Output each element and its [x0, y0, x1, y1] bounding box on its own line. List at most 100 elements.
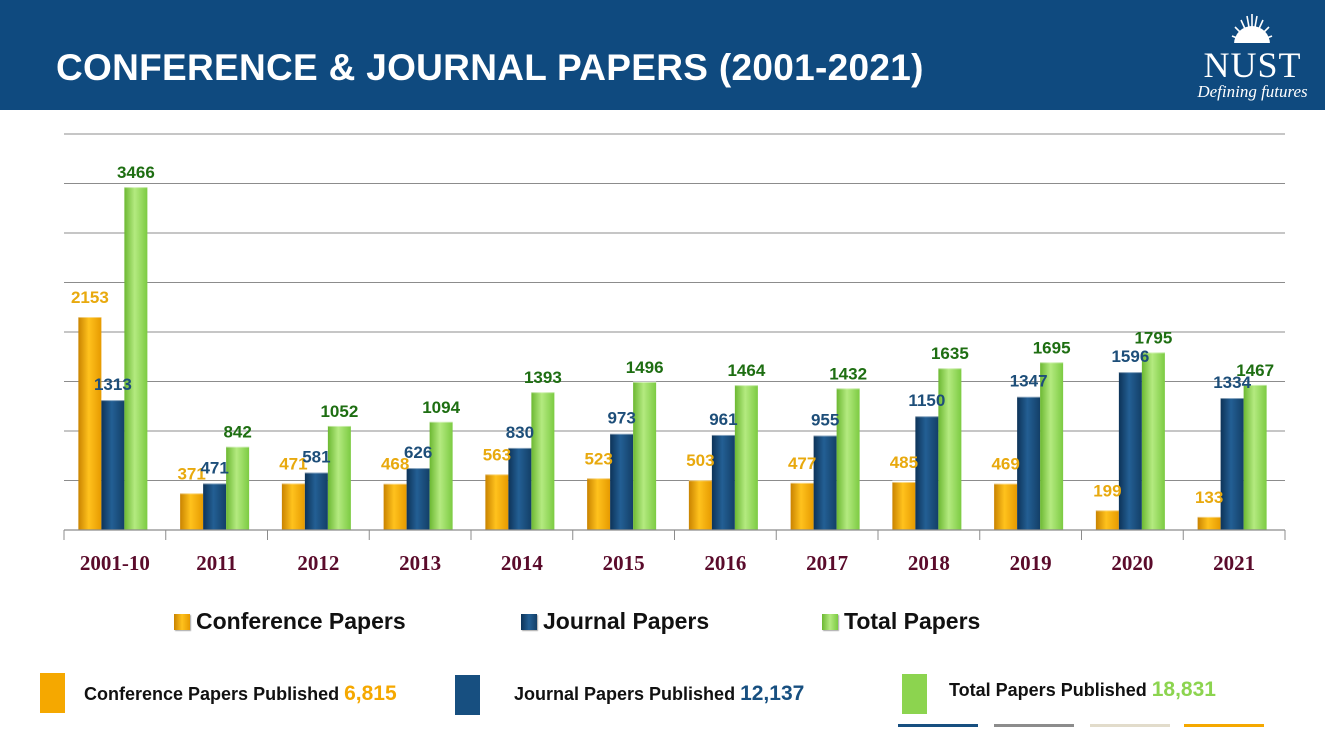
category-label: 2018: [908, 551, 950, 575]
data-label-conference: 468: [381, 455, 409, 474]
category-label: 2020: [1111, 551, 1153, 575]
data-label-journal: 581: [302, 448, 330, 467]
bar-cap-journal: [101, 398, 125, 402]
bar-conference: [485, 474, 509, 530]
category-label: 2019: [1010, 551, 1052, 575]
category-label: 2012: [297, 551, 339, 575]
sunburst-logo-icon: [1230, 14, 1274, 45]
papers-bar-chart: 2153131334663714718424715811052468626109…: [63, 133, 1286, 575]
bar-conference: [892, 482, 916, 530]
data-label-journal: 955: [811, 411, 839, 430]
category-label: 2001-10: [80, 551, 150, 575]
bar-total: [429, 421, 453, 530]
category-labels: 2001-10 2011 2012 2013 2014 2015 2016 2017 2018 2…: [80, 551, 1255, 575]
bar-journal: [711, 434, 735, 530]
summary-swatch-total: [902, 674, 927, 714]
bar-total: [1141, 352, 1165, 530]
legend-item-total: Total Papers: [822, 608, 980, 635]
summary-total-value: 18,831: [1151, 678, 1216, 701]
data-label-conference: 371: [177, 464, 205, 483]
summary-swatch-journal: [455, 675, 480, 715]
summary-journal-label: Journal Papers Published: [514, 684, 736, 704]
legend-label-total: Total Papers: [844, 608, 981, 634]
data-label-conference: 563: [483, 445, 511, 464]
data-label-journal: 1596: [1111, 347, 1149, 366]
bar-conference: [180, 493, 204, 530]
bar-conference: [1095, 510, 1119, 530]
category-label: 2016: [704, 551, 746, 575]
summary-bar: Conference Papers Published 6,815 Journa…: [0, 668, 1325, 738]
bar-journal: [304, 472, 328, 530]
bar-cap-conference: [688, 478, 712, 482]
summary-conference-value: 6,815: [344, 682, 397, 705]
legend-label-conference: Conference Papers: [196, 608, 406, 634]
bar-cap-conference: [892, 480, 916, 484]
bar-journal: [203, 483, 227, 530]
bar-conference: [78, 317, 102, 530]
bar-cap-total: [327, 423, 351, 427]
data-label-total: 1432: [829, 364, 867, 383]
data-label-journal: 1150: [908, 391, 945, 410]
bar-conference: [688, 480, 712, 530]
bar-cap-journal: [508, 445, 532, 449]
bar-total: [226, 446, 250, 530]
bar-journal: [610, 433, 634, 530]
bar-journal: [915, 416, 939, 530]
category-label: 2017: [806, 551, 848, 575]
data-label-journal: 961: [709, 410, 737, 429]
bar-cap-total: [938, 366, 962, 370]
bar-cap-total: [734, 383, 758, 387]
bar-cap-journal: [1017, 394, 1041, 398]
data-label-journal: 973: [607, 409, 635, 428]
bar-total: [734, 385, 758, 530]
bar-total: [327, 425, 351, 530]
data-label-total: 1496: [626, 358, 664, 377]
bar-cap-conference: [485, 472, 509, 476]
bar-total: [1243, 384, 1267, 530]
data-label-conference: 485: [890, 453, 918, 472]
summary-conference: Conference Papers Published 6,815: [84, 682, 397, 706]
data-label-conference: 523: [584, 449, 612, 468]
bar-cap-conference: [78, 315, 102, 318]
bar-cap-total: [1040, 360, 1064, 364]
bar-journal: [1220, 398, 1244, 530]
bar-total: [1040, 362, 1064, 530]
bar-cap-journal: [1220, 396, 1244, 400]
legend-swatch-total: [822, 613, 838, 630]
decorative-line-beige: [1090, 724, 1170, 727]
data-label-journal: 471: [200, 458, 228, 477]
category-label: 2014: [501, 551, 544, 575]
bar-cap-conference: [994, 481, 1018, 485]
data-label-conference: 2153: [71, 288, 109, 307]
bar-cap-conference: [790, 480, 814, 484]
bar-conference: [383, 483, 407, 530]
bar-cap-conference: [587, 476, 611, 480]
bar-cap-total: [1141, 350, 1165, 354]
summary-total: Total Papers Published 18,831: [949, 678, 1216, 702]
bar-cap-journal: [915, 414, 939, 418]
category-label: 2015: [603, 551, 645, 575]
decorative-line-blue: [898, 724, 978, 727]
bar-journal: [101, 400, 125, 530]
bar-cap-journal: [610, 431, 634, 435]
bar-cap-total: [124, 185, 148, 189]
bar-cap-journal: [813, 433, 837, 437]
x-axis: [63, 529, 1286, 540]
data-label-conference: 469: [991, 455, 1019, 474]
bar-total: [531, 392, 555, 530]
bar-conference: [790, 482, 814, 530]
category-label: 2021: [1213, 551, 1255, 575]
legend-swatch-journal: [521, 613, 537, 630]
data-label-conference: 503: [686, 451, 714, 470]
bar-cap-journal: [711, 432, 735, 436]
bar-cap-conference: [1197, 514, 1221, 518]
gridlines: [64, 133, 1285, 481]
data-label-total: 1464: [727, 361, 765, 380]
logo-tagline: Defining futures: [1197, 82, 1308, 101]
bar-cap-conference: [383, 481, 407, 485]
bar-total: [836, 388, 860, 530]
data-label-journal: 830: [506, 423, 534, 442]
bar-conference: [1197, 516, 1221, 530]
data-label-conference: 133: [1195, 488, 1223, 507]
bar-total: [938, 368, 962, 530]
